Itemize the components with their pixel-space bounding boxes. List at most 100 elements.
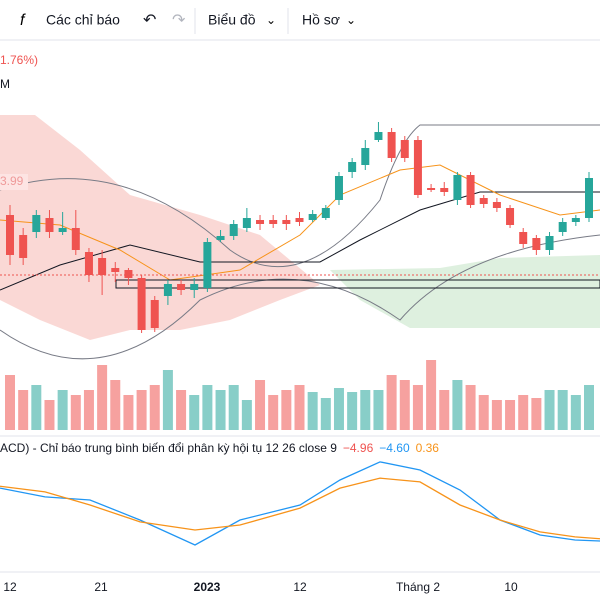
candle-body	[321, 208, 330, 218]
toolbar	[0, 0, 600, 40]
candle-body	[282, 220, 291, 224]
volume-bar	[307, 392, 318, 430]
candle-body	[84, 252, 93, 275]
volume-bar	[57, 390, 68, 430]
macd-title: ACD) - Chỉ báo trung bình biến đổi phân …	[0, 441, 337, 455]
volume-bar	[241, 400, 252, 430]
volume-bar	[228, 385, 239, 430]
candle-body	[361, 148, 370, 165]
profile-button[interactable]: Hồ sơ	[302, 12, 340, 28]
volume-bar	[360, 390, 371, 430]
candle-body	[19, 235, 28, 258]
fx-icon[interactable]: f	[20, 12, 26, 29]
volume-bar	[373, 390, 384, 430]
candle-body	[585, 178, 593, 218]
candle-body	[506, 208, 515, 225]
volume-bar	[557, 390, 568, 430]
candle-body	[427, 188, 436, 190]
candle-body	[6, 215, 14, 255]
candle-body	[334, 176, 343, 200]
candle-body	[453, 175, 462, 200]
ma-orange	[0, 164, 600, 281]
volume-bar	[162, 370, 173, 430]
volume-bar	[44, 400, 55, 430]
volume-bar	[123, 395, 134, 430]
candle-body	[479, 198, 488, 204]
candle-body	[203, 242, 212, 288]
candle-body	[163, 284, 172, 296]
redo: ↷	[172, 12, 186, 29]
volume-bar	[478, 395, 489, 430]
volume-bar	[518, 395, 529, 430]
macd-value: −4.96	[343, 441, 374, 455]
macd-line	[0, 461, 600, 546]
volume-bar	[136, 390, 147, 430]
candle-body	[45, 218, 54, 232]
volume-bar	[347, 392, 358, 430]
candle-body	[98, 258, 107, 275]
volume-bar	[31, 385, 42, 430]
candle-body	[256, 220, 265, 224]
candle-body	[387, 132, 396, 158]
indicators-button[interactable]: Các chỉ báo	[46, 12, 120, 28]
volume-bar	[294, 385, 305, 430]
x-axis-label: Tháng 2	[396, 580, 440, 594]
volume-bar	[202, 385, 213, 430]
chart-button[interactable]: Biểu đồ	[208, 12, 256, 28]
candle-body	[532, 238, 541, 250]
volume-bar	[215, 390, 226, 430]
chevron: ⌄	[346, 13, 356, 27]
candle-body	[216, 236, 225, 240]
volume-bar	[320, 398, 331, 430]
undo[interactable]: ↶	[143, 12, 156, 29]
x-axis-label: 12	[3, 580, 17, 594]
signal-line	[0, 477, 600, 540]
candle-body	[308, 214, 317, 220]
candle-body	[190, 284, 199, 290]
volume-bar	[149, 385, 160, 430]
candle-body	[295, 218, 304, 222]
volume-bar	[570, 395, 581, 430]
volume-bar	[584, 385, 594, 430]
volume-bar	[189, 395, 200, 430]
x-axis-label: 10	[504, 580, 518, 594]
price-tag	[0, 174, 28, 190]
volume-bar	[426, 360, 437, 430]
volume-bar	[491, 400, 502, 430]
candle-body	[32, 215, 41, 232]
volume-bar	[412, 385, 423, 430]
candle-body	[413, 140, 422, 195]
candle-body	[124, 270, 133, 278]
signal-value: −4.60	[379, 441, 410, 455]
x-axis-label: 2023	[194, 580, 221, 594]
candle-body	[466, 175, 475, 205]
candle-body	[440, 188, 449, 192]
change-text: 1.76%)	[0, 53, 38, 67]
interval-text: M	[0, 77, 10, 91]
candle-body	[545, 236, 554, 250]
volume-bar	[281, 390, 292, 430]
volume-bar	[97, 365, 108, 430]
volume-bar	[268, 395, 279, 430]
candle-body	[242, 218, 251, 228]
range-box	[115, 279, 600, 289]
candle-body	[269, 220, 278, 224]
volume-bar	[386, 375, 397, 430]
hist-value: 0.36	[416, 441, 440, 455]
volume-bar	[18, 390, 29, 430]
candle-body	[58, 228, 67, 232]
volume-bar	[110, 380, 121, 430]
volume-bar	[5, 375, 15, 430]
candle-body	[400, 140, 409, 158]
candle-body	[177, 284, 186, 290]
x-axis-label: 12	[293, 580, 307, 594]
volume-bar	[83, 390, 94, 430]
band-upper	[0, 124, 600, 268]
volume-bar	[531, 398, 542, 430]
candle-body	[374, 132, 383, 140]
candle-body	[150, 300, 159, 328]
candle-body	[111, 268, 120, 272]
candle-body	[571, 218, 580, 222]
volume-bar	[399, 380, 410, 430]
